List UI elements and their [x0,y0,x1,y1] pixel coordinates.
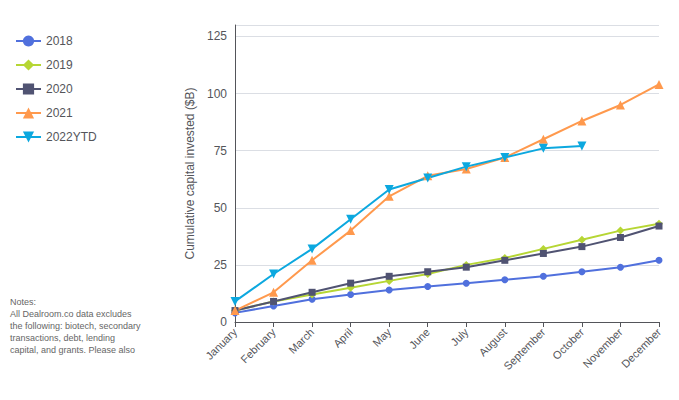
svg-text:January: January [203,325,239,361]
svg-text:0: 0 [220,315,227,329]
svg-text:2020: 2020 [46,82,73,96]
svg-text:2021: 2021 [46,106,73,120]
svg-text:2019: 2019 [46,58,73,72]
svg-text:25: 25 [214,258,228,272]
svg-text:August: August [476,326,509,359]
svg-text:June: June [407,326,432,351]
svg-text:May: May [370,325,394,349]
svg-text:July: July [448,325,471,348]
svg-text:All Dealroom.co data excludes: All Dealroom.co data excludes [10,309,132,319]
svg-text:Notes:: Notes: [10,297,36,307]
svg-text:November: November [580,326,625,371]
svg-text:75: 75 [214,144,228,158]
svg-text:March: March [286,326,316,356]
svg-text:2018: 2018 [46,34,73,48]
svg-text:October: October [550,326,586,362]
svg-text:December: December [619,326,664,371]
svg-text:capital, and grants. Please al: capital, and grants. Please also [10,345,135,355]
svg-text:125: 125 [207,29,227,43]
svg-text:50: 50 [214,201,228,215]
svg-text:2022YTD: 2022YTD [46,130,97,144]
svg-text:the following: biotech, second: the following: biotech, secondary [10,321,141,331]
svg-text:April: April [331,326,355,350]
svg-text:September: September [501,326,548,373]
svg-text:February: February [238,325,278,365]
svg-text:Cumulative capital invested ($: Cumulative capital invested ($B) [183,87,197,259]
svg-text:transactions, debt, lending: transactions, debt, lending [10,333,115,343]
svg-text:100: 100 [207,87,227,101]
